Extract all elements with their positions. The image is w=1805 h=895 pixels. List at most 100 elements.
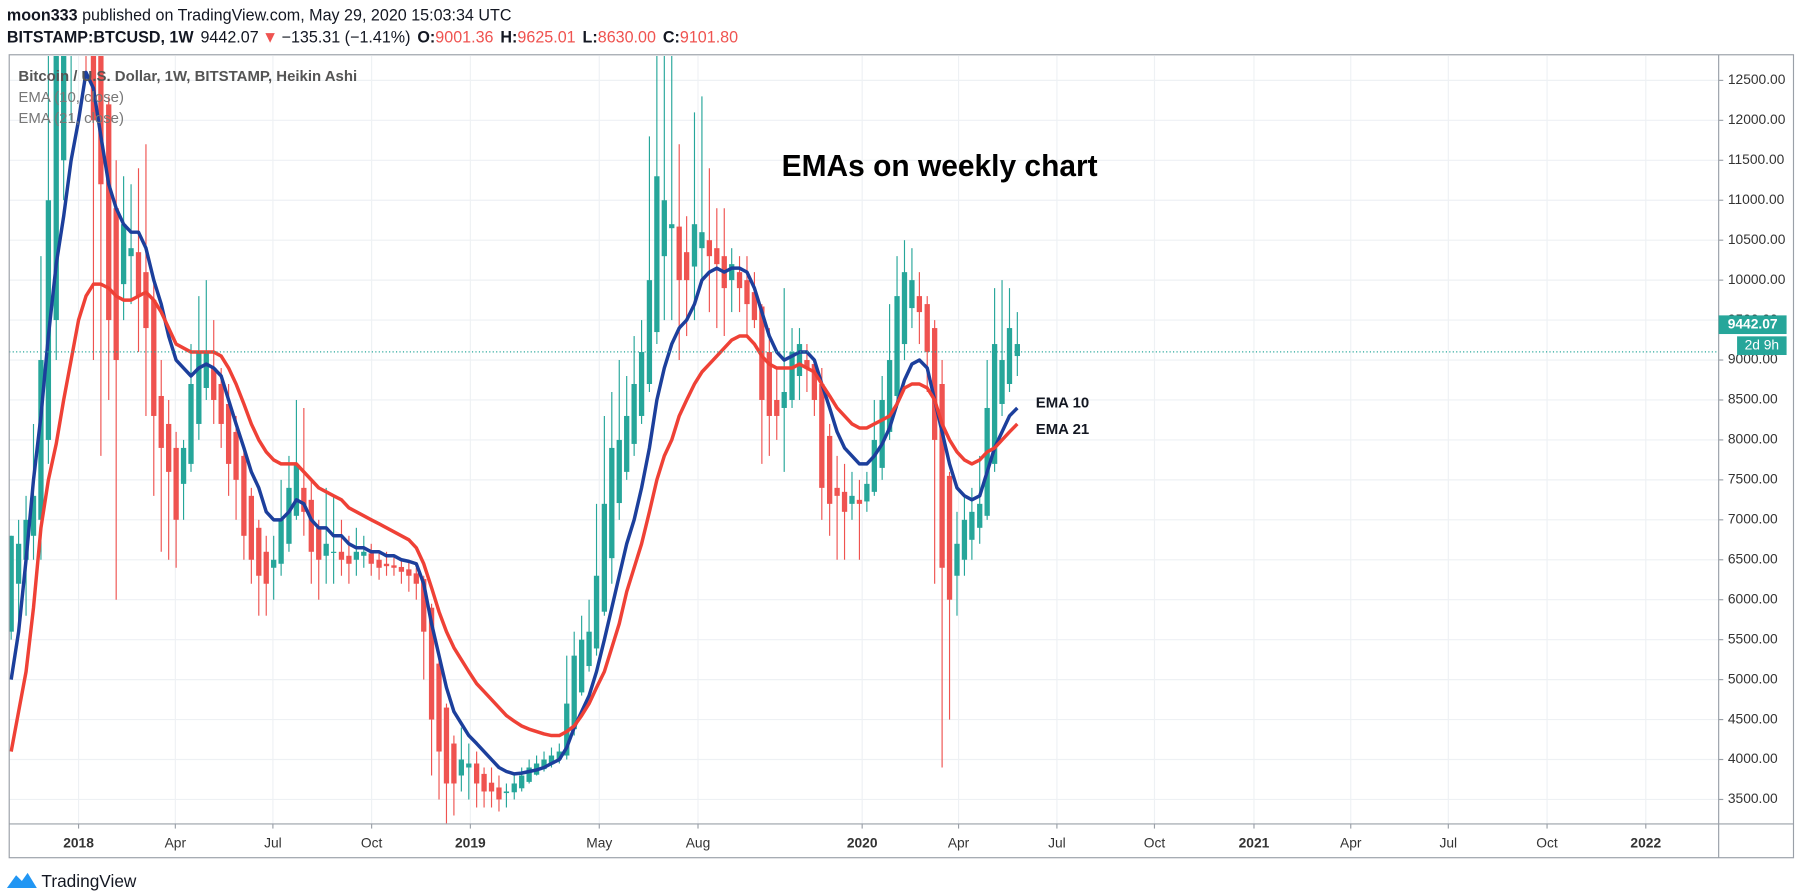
y-tick-label: 7500.00: [1728, 470, 1778, 486]
candle-body: [503, 791, 510, 794]
candle-body: [999, 360, 1005, 404]
c-label: C:: [663, 29, 680, 47]
candle-body: [683, 252, 690, 281]
candle-body: [789, 352, 795, 400]
candle-body: [924, 304, 930, 353]
symbol-line: BITSTAMP:BTCUSD, 1W 9442.07 ▼ −135.31 (−1.4…: [7, 29, 738, 47]
candle-body: [624, 415, 630, 472]
candle-body: [173, 447, 179, 520]
published: published on TradingView.com, May 29, 20…: [78, 7, 512, 25]
candle-body: [61, 55, 67, 161]
candle-body: [120, 224, 127, 285]
candle-body: [9, 535, 14, 632]
candle-body: [263, 551, 269, 584]
x-tick-label: Apr: [1340, 834, 1362, 850]
candle-body: [548, 755, 555, 765]
candle-body: [308, 499, 314, 552]
candle-body: [271, 559, 277, 568]
candle-body: [413, 573, 419, 584]
candle-body: [932, 328, 938, 440]
candle-body: [556, 751, 562, 760]
candle-body: [301, 487, 307, 512]
x-tick-label: Jul: [1439, 834, 1457, 850]
candle-body: [977, 503, 983, 528]
candle-body: [954, 543, 960, 576]
arrow: ▼: [262, 29, 278, 47]
symbol: BITSTAMP:BTCUSD, 1W: [7, 29, 194, 47]
candle-body: [571, 655, 577, 730]
candle-body: [180, 447, 187, 484]
candle-body: [353, 551, 359, 560]
candle-body: [714, 248, 720, 265]
candle-body: [391, 565, 397, 568]
y-tick-label: 5000.00: [1728, 670, 1778, 686]
candle-body: [368, 553, 374, 564]
x-tick-label: Apr: [948, 834, 970, 850]
candle-body: [1014, 344, 1020, 357]
candle-body: [601, 503, 608, 612]
o-value: 9001.36: [435, 29, 493, 47]
candle-body: [676, 226, 682, 281]
y-tick-label: 4000.00: [1728, 750, 1778, 766]
candle-body: [827, 435, 833, 504]
plot-area: [9, 55, 1719, 824]
candle-body: [398, 566, 405, 572]
l-label: L:: [583, 29, 598, 47]
x-tick-label: 2020: [847, 834, 878, 850]
candle-body: [879, 399, 885, 468]
candle-body: [991, 344, 998, 464]
candle-body: [211, 368, 217, 400]
y-tick-label: 8500.00: [1728, 391, 1778, 407]
ema-label: EMA 10: [1036, 394, 1089, 411]
candle-body: [293, 463, 300, 516]
candle-body: [916, 296, 923, 313]
candle-body: [158, 395, 164, 448]
candle-body: [864, 483, 870, 502]
candle-body: [286, 487, 292, 544]
candle-body: [256, 527, 262, 576]
candle-body: [654, 176, 660, 333]
candle-body: [593, 575, 600, 649]
candle-body: [248, 495, 254, 560]
candle-body: [744, 280, 750, 305]
c-value: 9101.80: [680, 29, 738, 47]
y-tick-label: 11000.00: [1728, 191, 1785, 207]
candle-body: [819, 383, 825, 488]
candle-body: [151, 300, 157, 416]
candle-body: [841, 491, 848, 512]
y-tick-label: 10000.00: [1728, 271, 1786, 287]
candle-body: [609, 447, 615, 559]
ema-line: [9, 282, 1019, 752]
x-tick-label: 2019: [455, 834, 486, 850]
x-tick-label: May: [586, 834, 612, 850]
candle-body: [316, 527, 322, 560]
candle-body: [203, 352, 209, 388]
candle-body: [23, 519, 29, 560]
candle-body: [631, 383, 637, 444]
y-tick-label: 12000.00: [1728, 111, 1786, 127]
candle-body: [894, 296, 900, 396]
candle-body: [166, 423, 172, 472]
x-tick-label: 2018: [63, 834, 94, 850]
countdown-label: 2d 9h: [1745, 336, 1780, 352]
change: −135.31 (−1.41%): [282, 29, 411, 47]
y-tick-label: 6000.00: [1728, 590, 1778, 606]
candle-body: [871, 439, 877, 492]
candle-body: [135, 252, 142, 297]
h-label: H:: [500, 29, 517, 47]
x-tick-label: 2021: [1239, 834, 1270, 850]
candle-body: [526, 767, 532, 782]
y-tick-label: 8000.00: [1728, 431, 1778, 447]
x-tick-label: Jul: [264, 834, 282, 850]
candle-body: [774, 399, 780, 416]
price-tag: [1718, 315, 1787, 335]
candle-body: [278, 519, 284, 564]
candle-body: [511, 783, 517, 793]
y-tick-label: 10500.00: [1728, 231, 1786, 247]
countdown-tag: [1737, 336, 1787, 356]
candle-body: [488, 782, 495, 792]
candle-body: [669, 224, 675, 229]
y-tick-label: 4500.00: [1728, 710, 1778, 726]
o-label: O:: [417, 29, 435, 47]
